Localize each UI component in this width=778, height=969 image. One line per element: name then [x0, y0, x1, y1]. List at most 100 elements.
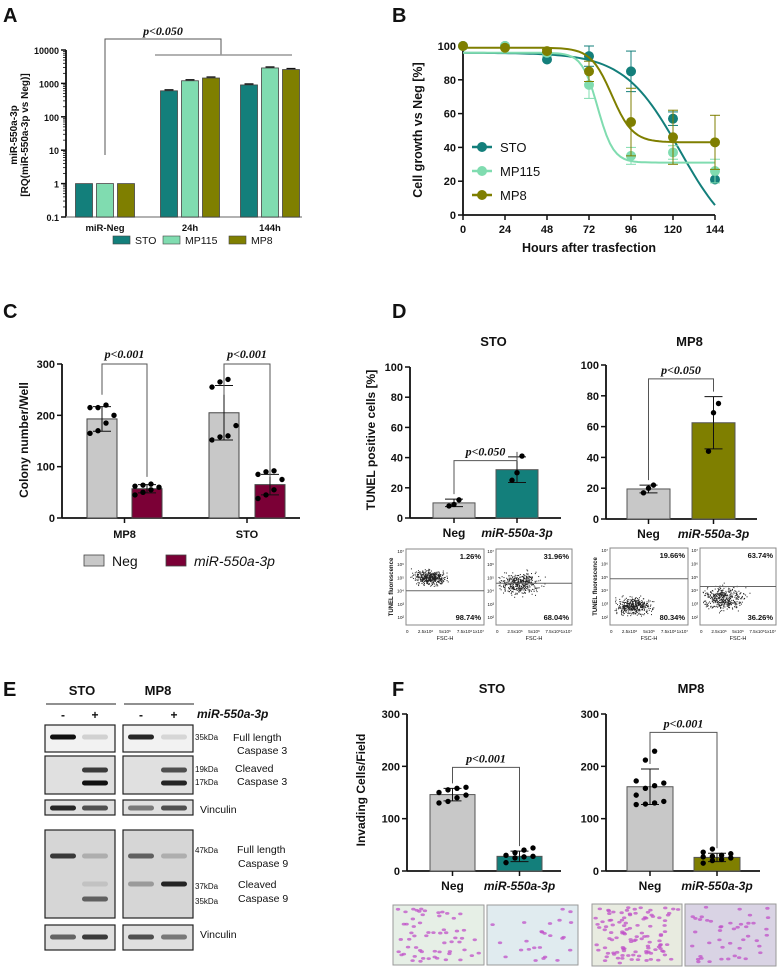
data-point [709, 853, 716, 860]
event-dot [735, 601, 737, 603]
event-dot [729, 597, 731, 599]
y-tick-label: 10⁷ [601, 548, 608, 553]
event-dot [498, 581, 500, 583]
event-dot [519, 576, 521, 578]
data-point [445, 787, 451, 793]
event-dot [726, 603, 728, 605]
stained-cell [417, 921, 423, 925]
x-tick-label: miR-550a-3p [481, 526, 552, 540]
event-dot [710, 606, 712, 608]
event-dot [426, 577, 428, 579]
event-dot [513, 587, 515, 589]
event-dot [728, 592, 730, 594]
event-dot [719, 593, 721, 595]
stained-cell [600, 920, 605, 924]
event-dot [731, 595, 733, 597]
event-dot [615, 597, 617, 599]
event-dot [513, 587, 515, 589]
data-point-MP8 [668, 132, 678, 143]
bar-MP8 [117, 183, 135, 218]
event-dot [724, 601, 726, 603]
event-dot [703, 600, 705, 602]
stained-cell [568, 910, 573, 914]
event-dot [707, 592, 709, 594]
legend-label: MP8 [251, 235, 273, 247]
event-dot [429, 579, 431, 581]
event-dot [416, 574, 418, 576]
event-dot [427, 578, 429, 580]
event-dot [534, 586, 536, 588]
event-dot [738, 590, 740, 592]
event-dot [641, 605, 643, 607]
event-dot [425, 570, 427, 572]
stained-cell [627, 913, 633, 917]
event-dot [637, 603, 639, 605]
legend-label: MP115 [500, 164, 540, 179]
stained-cell [697, 918, 703, 921]
event-dot [433, 577, 435, 579]
data-point [463, 792, 469, 798]
event-dot [723, 610, 725, 612]
stained-cell [665, 913, 671, 917]
event-dot [428, 573, 430, 575]
event-dot [531, 573, 533, 575]
data-point [633, 792, 639, 798]
legend-label: STO [500, 140, 527, 155]
event-dot [420, 580, 422, 582]
event-dot [635, 600, 637, 602]
event-dot [516, 578, 518, 580]
event-dot [438, 580, 440, 582]
stained-cell [420, 913, 425, 917]
stained-cell [623, 921, 628, 925]
event-dot [426, 574, 428, 576]
event-dot [421, 576, 423, 578]
molecular-weight-label: 35kDa [195, 897, 219, 906]
event-dot [429, 575, 431, 577]
event-dot [521, 580, 523, 582]
event-dot [512, 580, 514, 582]
y-tick-label: 10³ [691, 602, 698, 607]
stained-cell [399, 953, 404, 957]
data-point [209, 384, 215, 390]
event-dot [633, 605, 635, 607]
event-dot [425, 576, 427, 578]
event-dot [636, 605, 638, 607]
gate-percent-bottom: 80.34% [660, 613, 686, 622]
event-dot [639, 609, 641, 611]
event-dot [442, 570, 444, 572]
data-point [650, 482, 657, 488]
y-axis-label: Invading Cells/Field [354, 734, 368, 847]
gate-percent-bottom: 36.26% [748, 613, 774, 622]
data-point [642, 785, 649, 792]
event-dot [732, 596, 734, 598]
y-tick-label: 10⁴ [487, 589, 494, 594]
stained-cell [645, 910, 651, 914]
event-dot [526, 573, 528, 575]
event-dot [441, 582, 443, 584]
event-dot [422, 571, 424, 573]
event-dot [522, 587, 524, 589]
event-dot [431, 577, 433, 579]
event-dot [509, 579, 511, 581]
event-dot [531, 588, 533, 590]
legend-swatch-STO [112, 235, 131, 245]
event-dot [535, 589, 537, 591]
event-dot [438, 578, 440, 580]
event-dot [512, 576, 514, 578]
stained-cell [699, 956, 704, 960]
event-dot [422, 581, 424, 583]
stained-cell [633, 950, 638, 954]
event-dot [711, 593, 713, 595]
event-dot [729, 601, 731, 603]
event-dot [441, 579, 443, 581]
event-dot [717, 592, 719, 594]
y-tick-label: 10² [487, 615, 494, 620]
y-tick-label: 10000 [34, 46, 59, 56]
event-dot [707, 596, 709, 598]
y-tick-label: 10⁶ [487, 562, 494, 567]
event-dot [736, 603, 738, 605]
event-dot [424, 572, 426, 574]
stained-cell [431, 931, 436, 935]
event-dot [703, 602, 705, 604]
stained-cell [620, 956, 625, 960]
